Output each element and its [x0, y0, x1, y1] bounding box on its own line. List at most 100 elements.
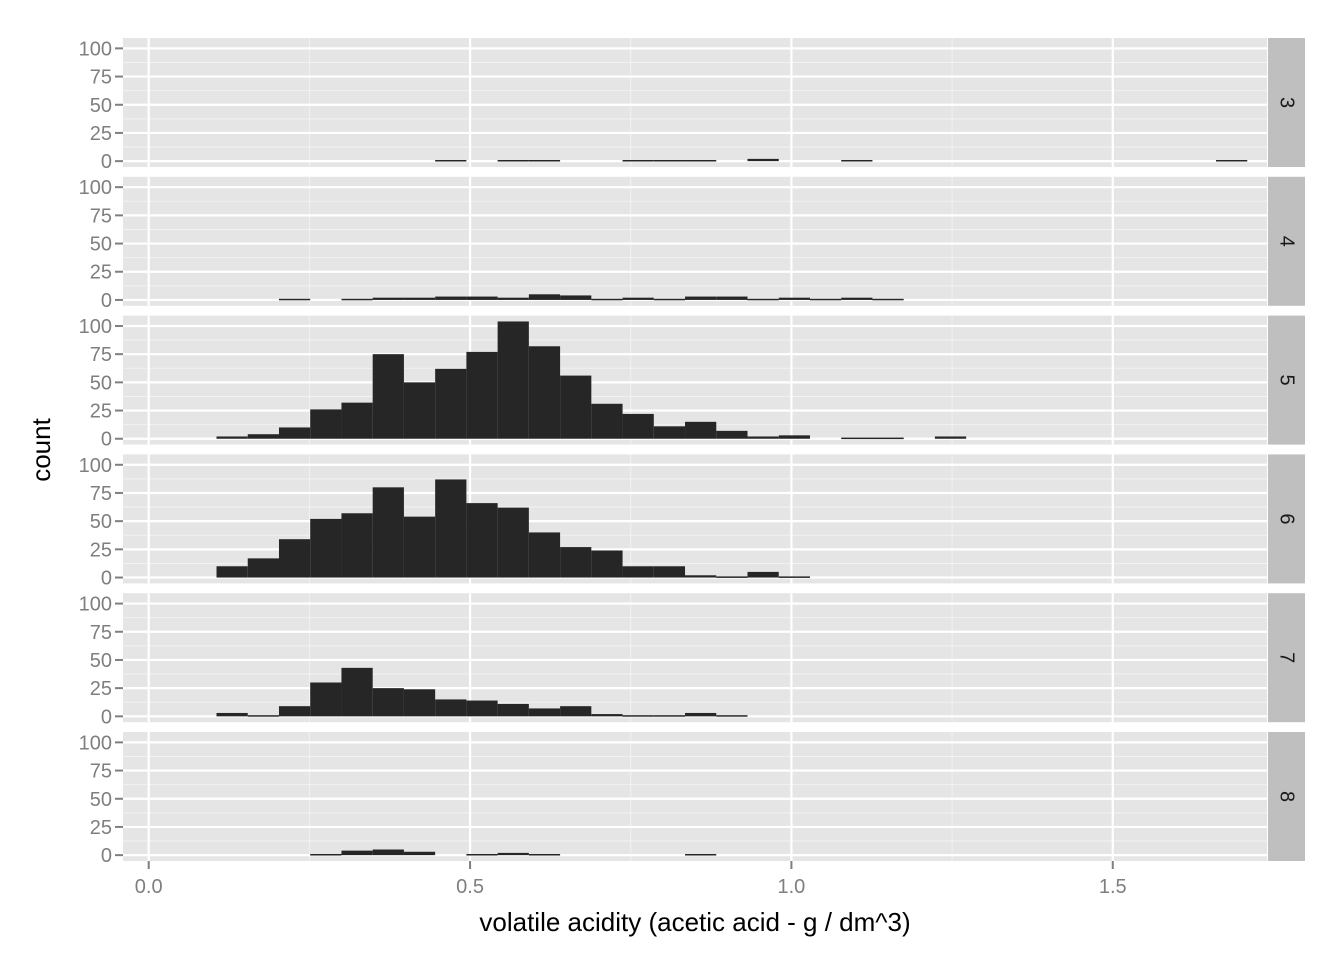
- y-tick-label: 50: [90, 511, 112, 533]
- y-tick-label: 100: [79, 38, 112, 60]
- histogram-bar: [310, 409, 342, 439]
- histogram-bar: [591, 714, 623, 717]
- y-tick-label: 50: [90, 234, 112, 256]
- histogram-bar: [528, 532, 561, 578]
- facet-strip: [1268, 315, 1305, 445]
- facet-strip-label: 5: [1276, 375, 1298, 386]
- histogram-bar: [435, 699, 467, 717]
- y-tick-label: 75: [90, 67, 112, 89]
- histogram-bar: [591, 298, 623, 301]
- histogram-bar: [466, 700, 498, 717]
- facet-strip: [1268, 732, 1305, 861]
- histogram-bar: [685, 712, 717, 717]
- histogram-bar: [528, 160, 561, 162]
- histogram-bar: [435, 296, 467, 300]
- histogram-bar: [653, 566, 686, 578]
- histogram-bar: [622, 566, 654, 578]
- x-axis-title: volatile acidity (acetic acid - g / dm^3…: [479, 907, 910, 937]
- histogram-bar: [310, 682, 342, 717]
- y-tick-label: 25: [90, 262, 112, 284]
- histogram-bar: [466, 854, 498, 856]
- histogram-bar: [466, 351, 498, 439]
- x-tick-label: 0.5: [456, 876, 484, 898]
- y-tick-label: 0: [101, 429, 112, 451]
- y-tick-label: 100: [79, 316, 112, 338]
- histogram-bar: [747, 158, 779, 162]
- histogram-bar: [653, 426, 686, 439]
- facet-strip: [1268, 38, 1305, 167]
- histogram-bar: [372, 297, 404, 300]
- histogram-bar: [497, 297, 529, 300]
- y-tick-label: 0: [101, 845, 112, 867]
- facet-panel-8: 0 25 50 75 100 8: [79, 732, 1305, 867]
- histogram-bar: [685, 160, 717, 162]
- histogram-bar: [778, 576, 810, 578]
- histogram-bar: [560, 295, 592, 300]
- histogram-bar: [653, 160, 686, 162]
- histogram-bar: [403, 851, 436, 856]
- histogram-bar: [685, 421, 717, 439]
- facet-strip-label: 6: [1276, 513, 1298, 524]
- histogram-bar: [716, 296, 748, 300]
- histogram-bar: [497, 507, 529, 578]
- histogram-bar: [622, 160, 654, 162]
- histogram-bar: [716, 715, 748, 717]
- histogram-bar: [310, 518, 342, 578]
- y-tick-label: 100: [79, 177, 112, 199]
- facet-strip-label: 4: [1276, 236, 1298, 247]
- facet-strip-label: 3: [1276, 97, 1298, 108]
- histogram-bar: [841, 160, 873, 162]
- panel-background: [123, 38, 1267, 167]
- histogram-bar: [403, 516, 436, 578]
- histogram-bar: [403, 297, 436, 300]
- y-tick-label: 0: [101, 151, 112, 173]
- histogram-bar: [216, 566, 248, 578]
- facet-panel-6: 0 25 50 75 100 6: [79, 454, 1305, 590]
- histogram-bar: [341, 402, 373, 439]
- histogram-bar: [310, 854, 342, 856]
- x-tick-label: 1.0: [777, 876, 805, 898]
- y-tick-label: 50: [90, 789, 112, 811]
- histogram-bar: [747, 298, 779, 301]
- histogram-bar: [372, 354, 404, 439]
- y-tick-label: 0: [101, 290, 112, 312]
- facet-panel-5: 0 25 50 75 100 5: [79, 315, 1305, 451]
- y-tick-label: 25: [90, 123, 112, 145]
- histogram-bar: [622, 413, 654, 439]
- histogram-bar: [560, 706, 592, 717]
- histogram-bar: [247, 558, 279, 578]
- histogram-bar: [497, 160, 529, 162]
- y-tick-label: 75: [90, 483, 112, 505]
- histogram-bar: [528, 346, 561, 439]
- histogram-bar: [403, 689, 436, 717]
- histogram-bar: [247, 715, 279, 717]
- facet-panel-4: 0 25 50 75 100 4: [79, 176, 1305, 312]
- x-tick-label: 1.5: [1099, 876, 1127, 898]
- facet-strip-label: 7: [1276, 652, 1298, 663]
- y-tick-label: 25: [90, 817, 112, 839]
- histogram-bar: [778, 435, 810, 439]
- histogram-bar: [809, 298, 842, 301]
- histogram-bar: [685, 296, 717, 300]
- histogram-bar: [934, 436, 967, 439]
- y-tick-label: 50: [90, 95, 112, 117]
- y-axis-title: count: [26, 417, 56, 481]
- histogram-bar: [747, 571, 779, 578]
- histogram-bar: [591, 403, 623, 439]
- facet-strip-label: 8: [1276, 791, 1298, 802]
- y-tick-label: 75: [90, 205, 112, 227]
- facet-strip: [1268, 176, 1305, 306]
- panel-background: [123, 593, 1267, 723]
- histogram-bar: [341, 298, 373, 301]
- histogram-bar: [466, 503, 498, 578]
- y-tick-label: 100: [79, 732, 112, 754]
- histogram-bar: [841, 437, 873, 440]
- facet-strip: [1268, 593, 1305, 723]
- histogram-bar: [653, 298, 686, 301]
- histogram-bar: [778, 297, 810, 300]
- y-tick-label: 25: [90, 539, 112, 561]
- histogram-bar: [716, 576, 748, 578]
- histogram-bar: [247, 434, 279, 439]
- panel-background: [123, 732, 1267, 861]
- histogram-bar: [372, 487, 404, 578]
